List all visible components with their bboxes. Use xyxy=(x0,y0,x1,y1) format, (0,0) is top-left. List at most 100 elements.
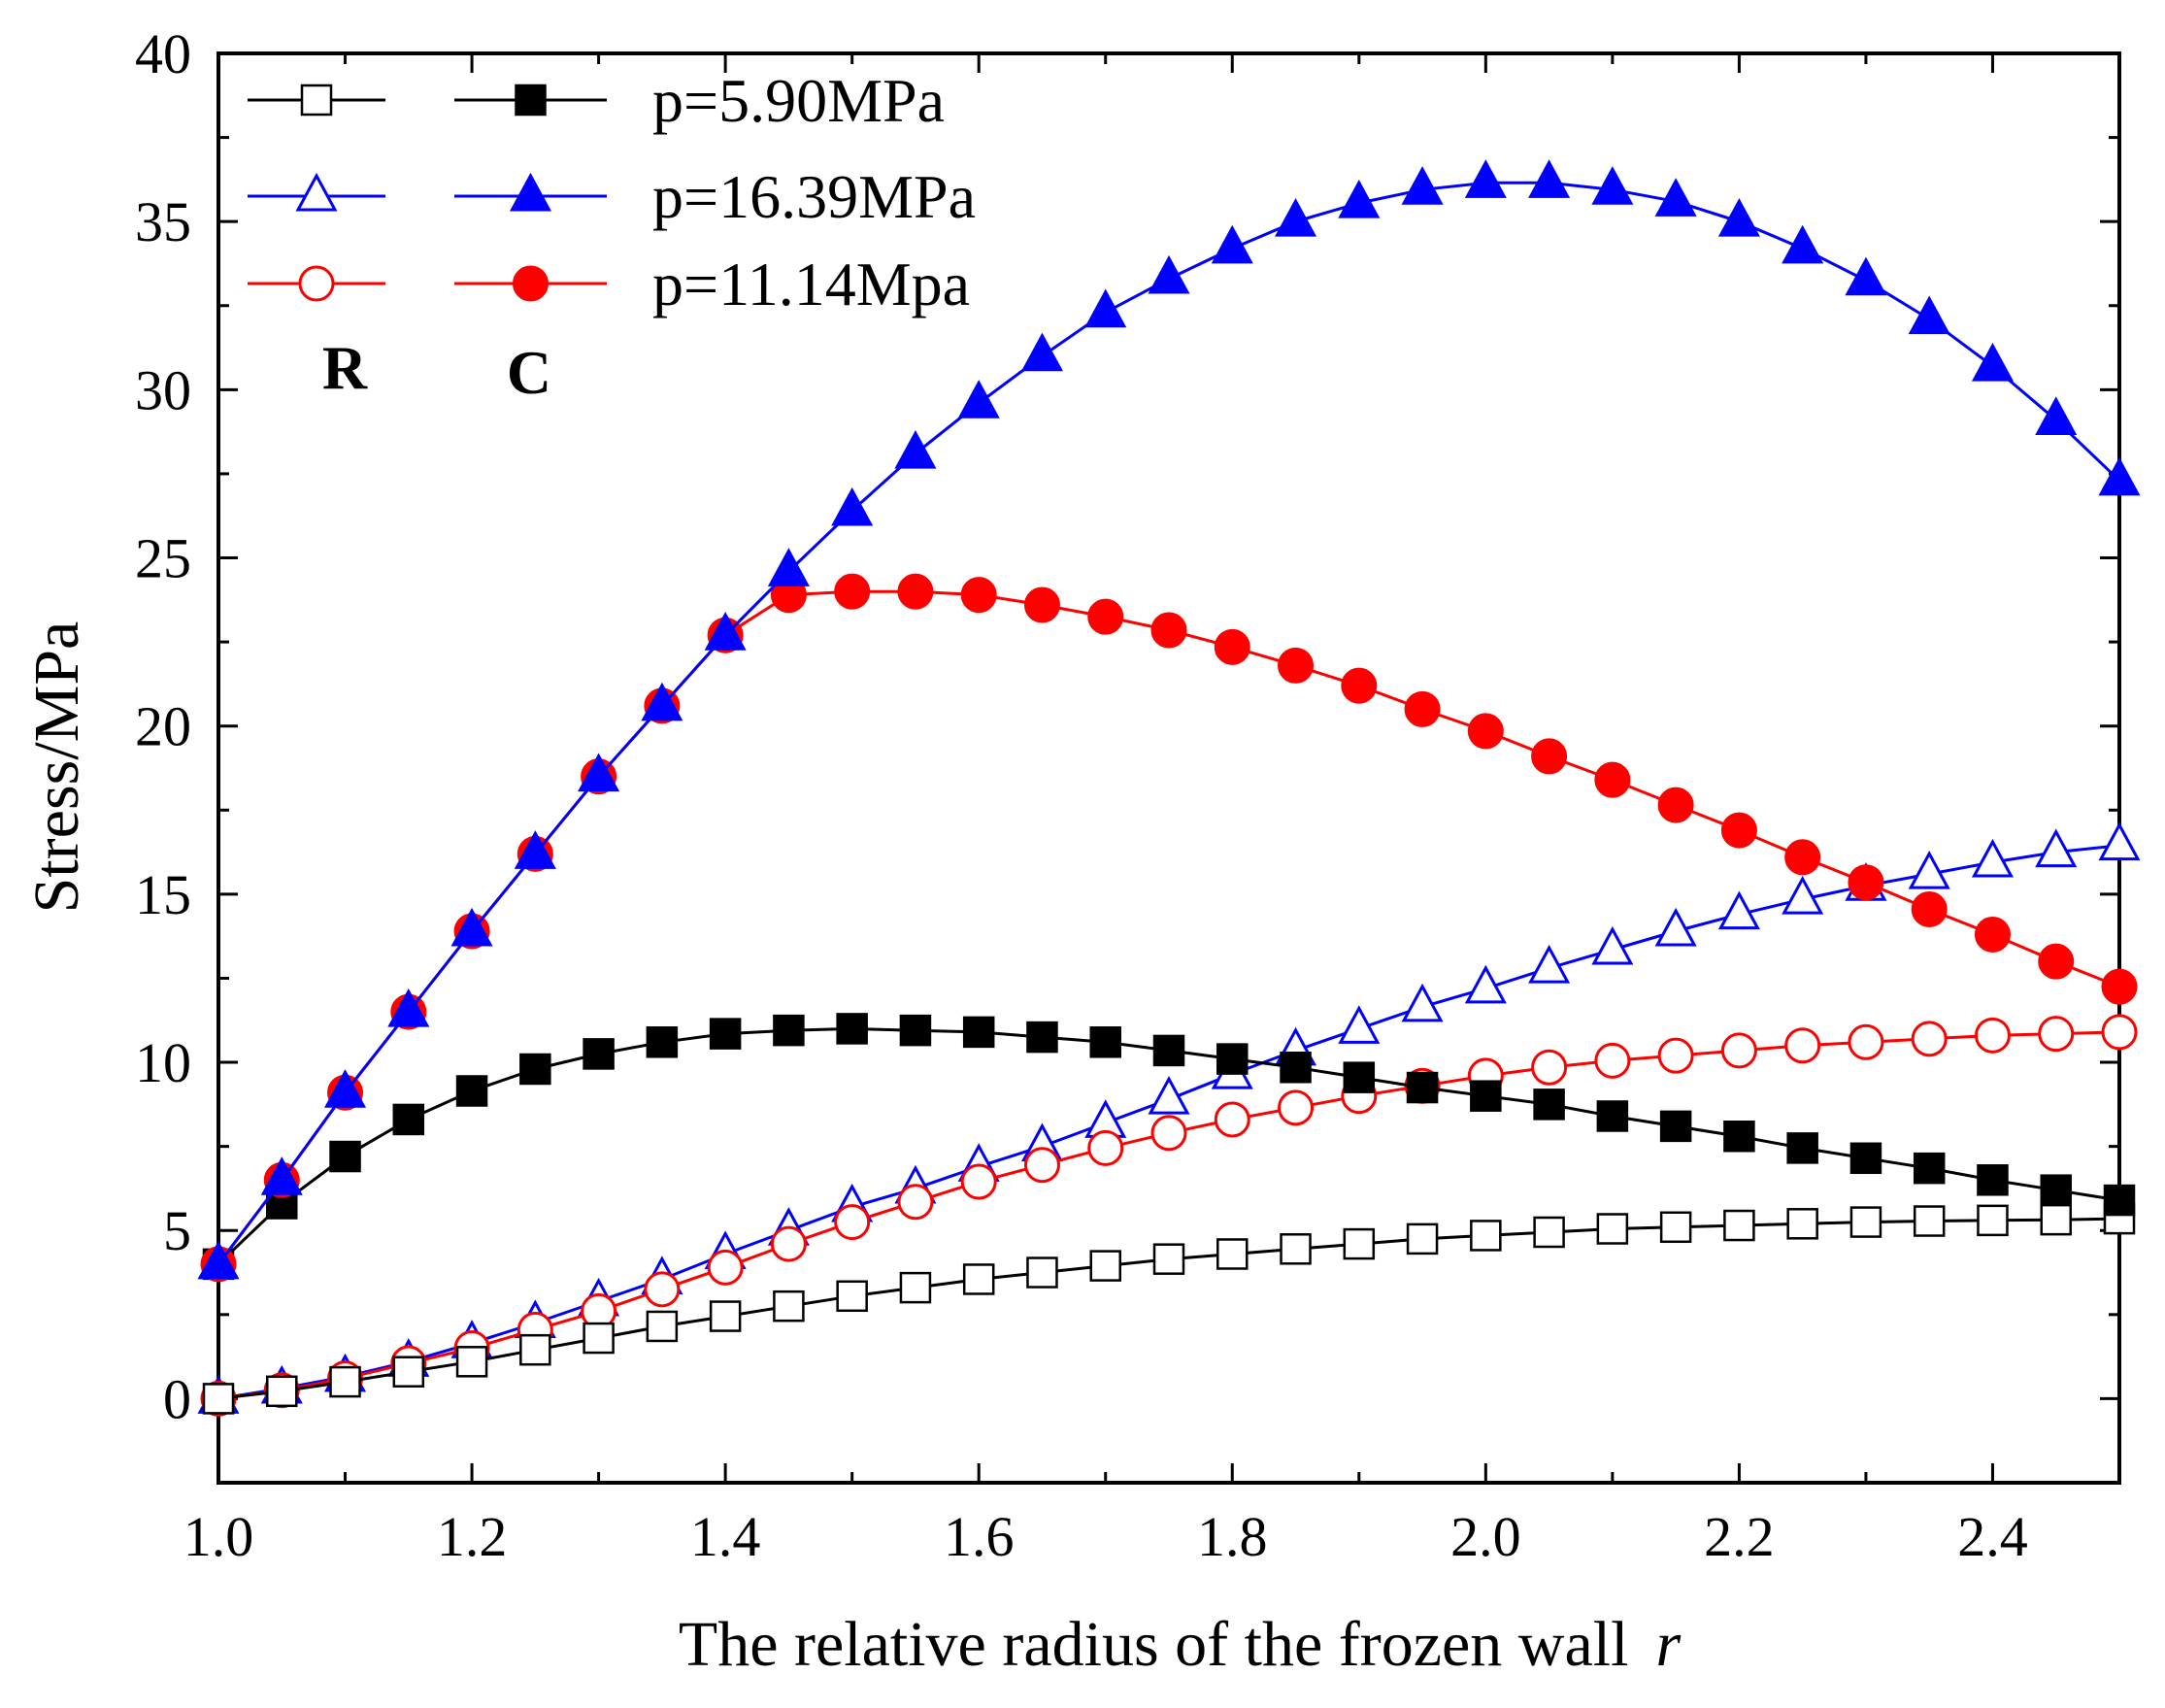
x-axis-title-text: The relative radius of the frozen wall xyxy=(679,1609,1629,1680)
data-point xyxy=(1717,890,1760,930)
data-point xyxy=(1913,1152,1946,1185)
legend-row: p=5.90MPa xyxy=(248,66,945,135)
data-point xyxy=(1782,875,1824,915)
data-point xyxy=(514,830,556,869)
data-point xyxy=(1654,178,1697,217)
data-point xyxy=(450,907,493,947)
data-point xyxy=(773,1014,805,1047)
data-point xyxy=(1784,1027,1821,1064)
data-point xyxy=(767,548,810,586)
data-point xyxy=(1911,1021,1948,1057)
data-point xyxy=(2035,396,2078,436)
data-point xyxy=(1148,1076,1190,1115)
data-point xyxy=(962,1016,995,1049)
data-point xyxy=(1971,838,2014,878)
data-point xyxy=(641,682,683,721)
data-point xyxy=(202,1383,235,1415)
data-point xyxy=(1659,1211,1692,1244)
data-point xyxy=(1278,647,1315,684)
legend-row: p=11.14Mpa xyxy=(248,250,970,318)
data-point xyxy=(962,1263,995,1295)
data-point xyxy=(1338,1005,1381,1044)
data-point xyxy=(1026,1256,1058,1289)
series-p-11-14mpa-r xyxy=(200,1014,2138,1417)
data-point xyxy=(1026,1021,1058,1054)
data-point xyxy=(1720,1032,1757,1069)
data-point xyxy=(1089,1250,1121,1282)
data-point xyxy=(2040,1174,2072,1206)
data-point xyxy=(709,1018,742,1050)
series-layer xyxy=(197,159,2141,1417)
data-point xyxy=(2038,943,2075,980)
data-point xyxy=(1087,598,1124,635)
data-point xyxy=(1152,1034,1185,1067)
data-point xyxy=(583,1038,615,1070)
data-point xyxy=(1216,1238,1249,1270)
data-point xyxy=(2101,968,2138,1005)
legend-header-c: C xyxy=(507,338,551,407)
data-point xyxy=(1531,1049,1568,1086)
data-point xyxy=(1275,198,1317,237)
data-point xyxy=(1977,1164,2009,1196)
data-point xyxy=(1338,179,1381,218)
data-point xyxy=(392,1103,425,1136)
data-point xyxy=(1089,1026,1121,1058)
data-point xyxy=(899,1271,932,1304)
y-tick-label: 10 xyxy=(135,1031,191,1094)
legend-label: p=16.39MPa xyxy=(652,162,976,231)
data-point xyxy=(1591,925,1634,965)
data-point xyxy=(773,1289,805,1323)
data-point xyxy=(1152,1243,1185,1275)
data-point xyxy=(960,1163,997,1200)
legend-marker-c xyxy=(509,172,552,212)
data-point xyxy=(1150,612,1187,649)
x-tick-label: 2.0 xyxy=(1450,1505,1521,1568)
data-point xyxy=(1216,1043,1249,1075)
series-p-5-90mpa-r xyxy=(202,1202,2136,1415)
data-point xyxy=(707,1249,744,1286)
data-point xyxy=(1470,1220,1502,1252)
series-line xyxy=(216,589,2120,1265)
data-point xyxy=(709,1300,742,1332)
data-point xyxy=(1464,159,1507,198)
data-point xyxy=(2040,1203,2072,1236)
data-point xyxy=(455,1075,488,1107)
legend-marker-r xyxy=(298,265,335,302)
data-point xyxy=(1596,1100,1629,1132)
data-point xyxy=(1782,224,1824,264)
data-point xyxy=(897,573,934,610)
data-point xyxy=(646,1310,679,1343)
data-point xyxy=(897,1184,934,1221)
data-point xyxy=(644,1271,681,1308)
data-point xyxy=(836,1013,868,1045)
data-point xyxy=(266,1375,298,1408)
data-point xyxy=(1341,667,1378,704)
data-point xyxy=(2098,456,2141,496)
data-point xyxy=(1911,890,1948,927)
series-p-5-90mpa-c xyxy=(202,1013,2136,1281)
data-point xyxy=(1849,1206,1882,1238)
x-tick-label: 2.2 xyxy=(1704,1505,1775,1568)
series-p-16-39mpa-c xyxy=(197,159,2141,1280)
data-point xyxy=(1464,964,1507,1004)
data-point xyxy=(519,1333,551,1366)
data-point xyxy=(1214,1101,1250,1138)
y-tick-label: 20 xyxy=(135,695,191,758)
y-tick-label: 25 xyxy=(135,527,191,590)
data-point xyxy=(1849,1142,1882,1175)
data-point xyxy=(1786,1132,1818,1164)
data-point xyxy=(1020,332,1063,372)
data-point xyxy=(1784,839,1821,876)
data-point xyxy=(2035,828,2078,868)
data-point xyxy=(1848,1023,1884,1060)
data-point xyxy=(1786,1208,1818,1240)
y-tick-label: 5 xyxy=(163,1199,191,1262)
x-tick-label: 1.2 xyxy=(437,1505,508,1568)
data-point xyxy=(1845,256,1887,296)
data-point xyxy=(324,1069,367,1108)
data-point xyxy=(1150,1115,1187,1152)
x-tick-label: 1.0 xyxy=(183,1505,254,1568)
data-point xyxy=(2103,1184,2136,1217)
data-point xyxy=(1406,1222,1439,1256)
data-point xyxy=(578,753,620,792)
